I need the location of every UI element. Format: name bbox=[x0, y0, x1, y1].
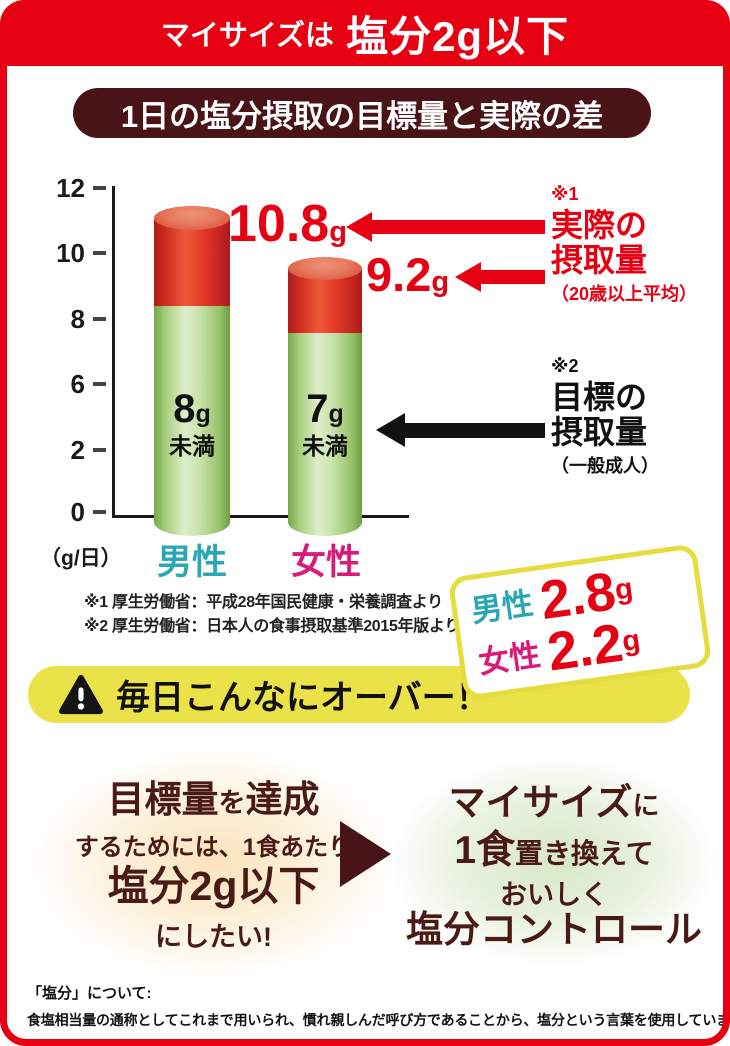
over-female-unit: g bbox=[620, 623, 643, 658]
bar-male-excess-segment bbox=[154, 218, 230, 315]
y-tick: 10 bbox=[44, 238, 106, 268]
y-tick: 0 bbox=[44, 497, 106, 527]
footer-note: 「塩分」について: 食塩相当量の通称としてこれまで用いられ、慣れ親しんだ呼び方で… bbox=[27, 982, 730, 1030]
target-suffix: 未満 bbox=[169, 433, 215, 459]
bar-female: 7g 未満 bbox=[288, 257, 362, 536]
over-female-value: 2.2 bbox=[543, 612, 627, 683]
tick-dash bbox=[93, 186, 106, 190]
y-tick: 8 bbox=[44, 304, 106, 334]
solution-text-small: 置き換えて bbox=[515, 838, 654, 869]
over-female-label: 女性 bbox=[476, 636, 543, 680]
header-highlight: 塩分2g以下 bbox=[346, 12, 570, 60]
bar-female-top bbox=[288, 257, 362, 280]
footnote-line: ※1 厚生労働省：平成28年国民健康・栄養調査より bbox=[84, 594, 443, 611]
solution-line-3: おいしく bbox=[500, 880, 608, 910]
value-unit: g bbox=[329, 216, 347, 248]
y-tick-label: 10 bbox=[56, 237, 85, 268]
y-axis-unit: （g/日） bbox=[40, 547, 122, 570]
bar-female-target-segment bbox=[288, 333, 362, 536]
bar-male-top bbox=[154, 206, 230, 230]
legend-title-line: 摂取量 bbox=[551, 242, 648, 278]
solution-text-big: 1食 bbox=[454, 829, 516, 872]
goal-text-big: 目標量 bbox=[107, 779, 219, 820]
red-arrow-shaft bbox=[371, 220, 545, 234]
target-number: 7 bbox=[306, 387, 329, 431]
goal-text-small: を bbox=[218, 788, 246, 818]
warning-icon bbox=[59, 674, 103, 714]
value-number: 10.8 bbox=[228, 195, 330, 253]
footnote-ref: ※2 bbox=[551, 356, 579, 376]
legend-note: （一般成人） bbox=[551, 456, 659, 476]
header-banner: マイサイズは 塩分2g以下 bbox=[0, 0, 730, 66]
over-male-unit: g bbox=[612, 572, 635, 607]
legend-note: （20歳以上平均） bbox=[551, 284, 698, 304]
y-tick: 12 bbox=[44, 173, 106, 203]
footnote-ref: ※1 bbox=[551, 184, 579, 204]
footer-title: 「塩分」について: bbox=[27, 985, 152, 1002]
target-suffix: 未満 bbox=[302, 433, 348, 459]
solution-line-1: マイサイズに bbox=[388, 784, 720, 821]
black-arrow-shaft bbox=[404, 423, 545, 438]
legend-title-line: 摂取量 bbox=[551, 414, 648, 450]
target-unit: g bbox=[328, 400, 344, 428]
solution-text-small: に bbox=[632, 791, 660, 821]
bar-male: 8g 未満 bbox=[154, 206, 230, 536]
goal-bubble-background bbox=[30, 748, 397, 978]
goal-line-2: するためには、1食あたり bbox=[74, 834, 353, 861]
header-prefix: マイサイズは bbox=[160, 20, 335, 52]
legend-title-line: 実際の bbox=[551, 207, 648, 243]
warning-text: 毎日こんなにオーバー！ bbox=[116, 679, 490, 717]
red-arrow-icon bbox=[455, 262, 481, 292]
x-axis-line bbox=[112, 515, 409, 518]
value-label-female: 9.2g bbox=[366, 251, 449, 298]
goal-text-big: 達成 bbox=[245, 779, 320, 820]
bar-male-target-segment bbox=[154, 306, 230, 536]
over-male-label: 男性 bbox=[468, 585, 536, 629]
value-unit: g bbox=[431, 266, 450, 298]
bar-male-target-label: 8g 未満 bbox=[154, 389, 230, 458]
y-tick-label: 12 bbox=[56, 172, 85, 203]
tick-dash bbox=[93, 317, 106, 321]
footer-body: 食塩相当量の通称としてこれまで用いられ、慣れ親しんだ呼び方であることから、塩分と… bbox=[27, 1012, 730, 1028]
target-unit: g bbox=[195, 400, 211, 428]
y-tick-label: 6 bbox=[70, 368, 85, 399]
legend-actual-intake: ※1 実際の 摂取量 （20歳以上平均） bbox=[551, 185, 697, 303]
goal-line-1: 目標量を達成 bbox=[30, 781, 397, 818]
solution-line-4: 塩分コントロール bbox=[406, 909, 702, 950]
y-tick-label: 2 bbox=[70, 434, 85, 465]
tick-dash bbox=[93, 510, 106, 514]
value-number: 9.2 bbox=[366, 248, 432, 301]
source-footnotes: ※1 厚生労働省：平成28年国民健康・栄養調査より ※2 厚生労働省：日本人の食… bbox=[84, 591, 460, 639]
solution-text-big: マイサイズ bbox=[448, 782, 633, 823]
y-tick-label: 0 bbox=[70, 496, 85, 527]
red-arrow-icon bbox=[346, 212, 372, 242]
solution-bubble-background bbox=[388, 754, 720, 968]
tick-dash bbox=[93, 251, 106, 255]
tick-dash bbox=[93, 448, 106, 452]
category-label-female: 女性 bbox=[290, 543, 361, 582]
bar-female-target-label: 7g 未満 bbox=[288, 389, 362, 458]
goal-line-3: 塩分2g以下 bbox=[107, 863, 320, 909]
y-axis-line bbox=[112, 186, 115, 517]
black-arrow-icon bbox=[376, 413, 405, 447]
legend-target-intake: ※2 目標の 摂取量 （一般成人） bbox=[551, 357, 659, 475]
red-arrow-shaft bbox=[480, 270, 545, 284]
solution-line-2: 1食置き換えて bbox=[388, 831, 720, 870]
chart-title: 1日の塩分摂取の目標量と実際の差 bbox=[73, 88, 651, 138]
y-tick: 2 bbox=[44, 435, 106, 465]
warning-banner: 毎日こんなにオーバー！ bbox=[28, 666, 690, 723]
tick-dash bbox=[93, 382, 106, 386]
y-tick: 6 bbox=[44, 369, 106, 399]
y-tick-label: 8 bbox=[70, 303, 85, 334]
value-label-male: 10.8g bbox=[228, 198, 347, 250]
target-number: 8 bbox=[173, 387, 196, 431]
goal-line-4: にしたい! bbox=[155, 922, 272, 952]
category-label-male: 男性 bbox=[156, 543, 227, 582]
legend-title-line: 目標の bbox=[551, 379, 648, 415]
footnote-line: ※2 厚生労働省：日本人の食事摂取基準2015年版より bbox=[84, 618, 461, 635]
right-arrow-icon bbox=[340, 821, 391, 887]
